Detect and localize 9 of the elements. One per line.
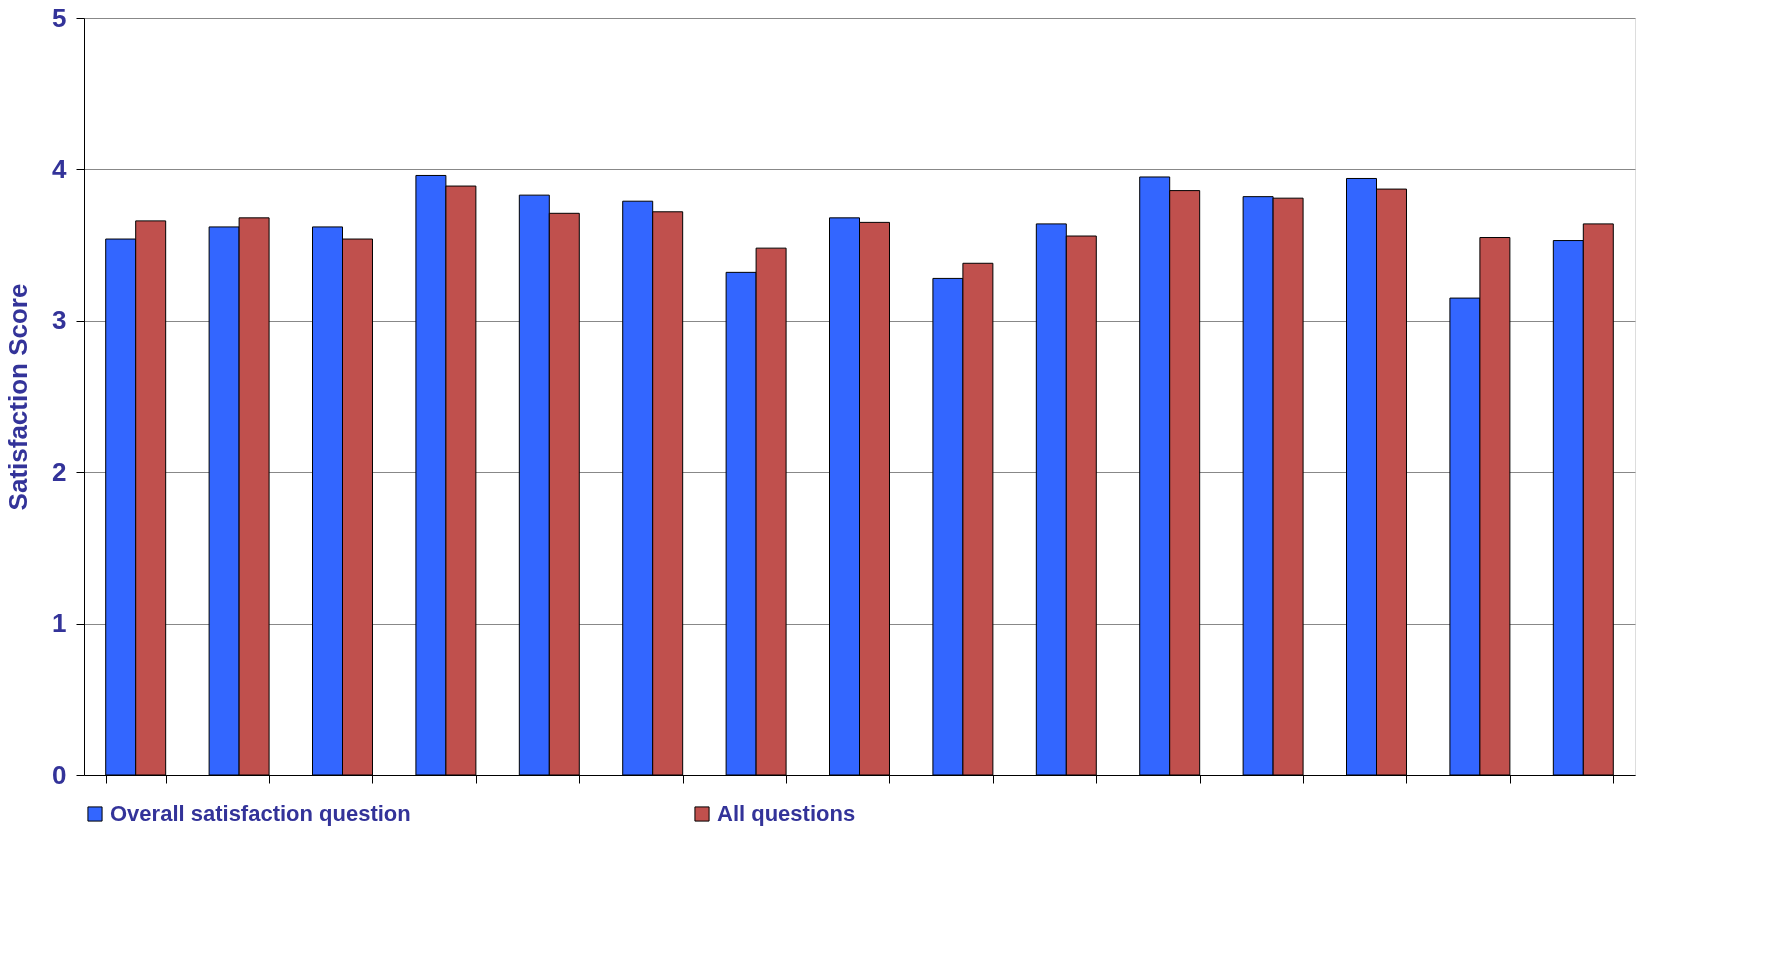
y-tick-label: 5: [52, 2, 67, 33]
y-tick-label: 0: [52, 759, 67, 790]
y-tick-label: 4: [52, 153, 68, 184]
y-axis-title: Satisfaction Score: [3, 283, 34, 511]
legend-label: Overall satisfaction question: [110, 801, 411, 826]
y-tick-label: 3: [52, 305, 67, 336]
legend-label: All questions: [717, 801, 856, 826]
y-tick-label: 2: [52, 456, 67, 487]
y-tick-label: 1: [52, 608, 67, 639]
